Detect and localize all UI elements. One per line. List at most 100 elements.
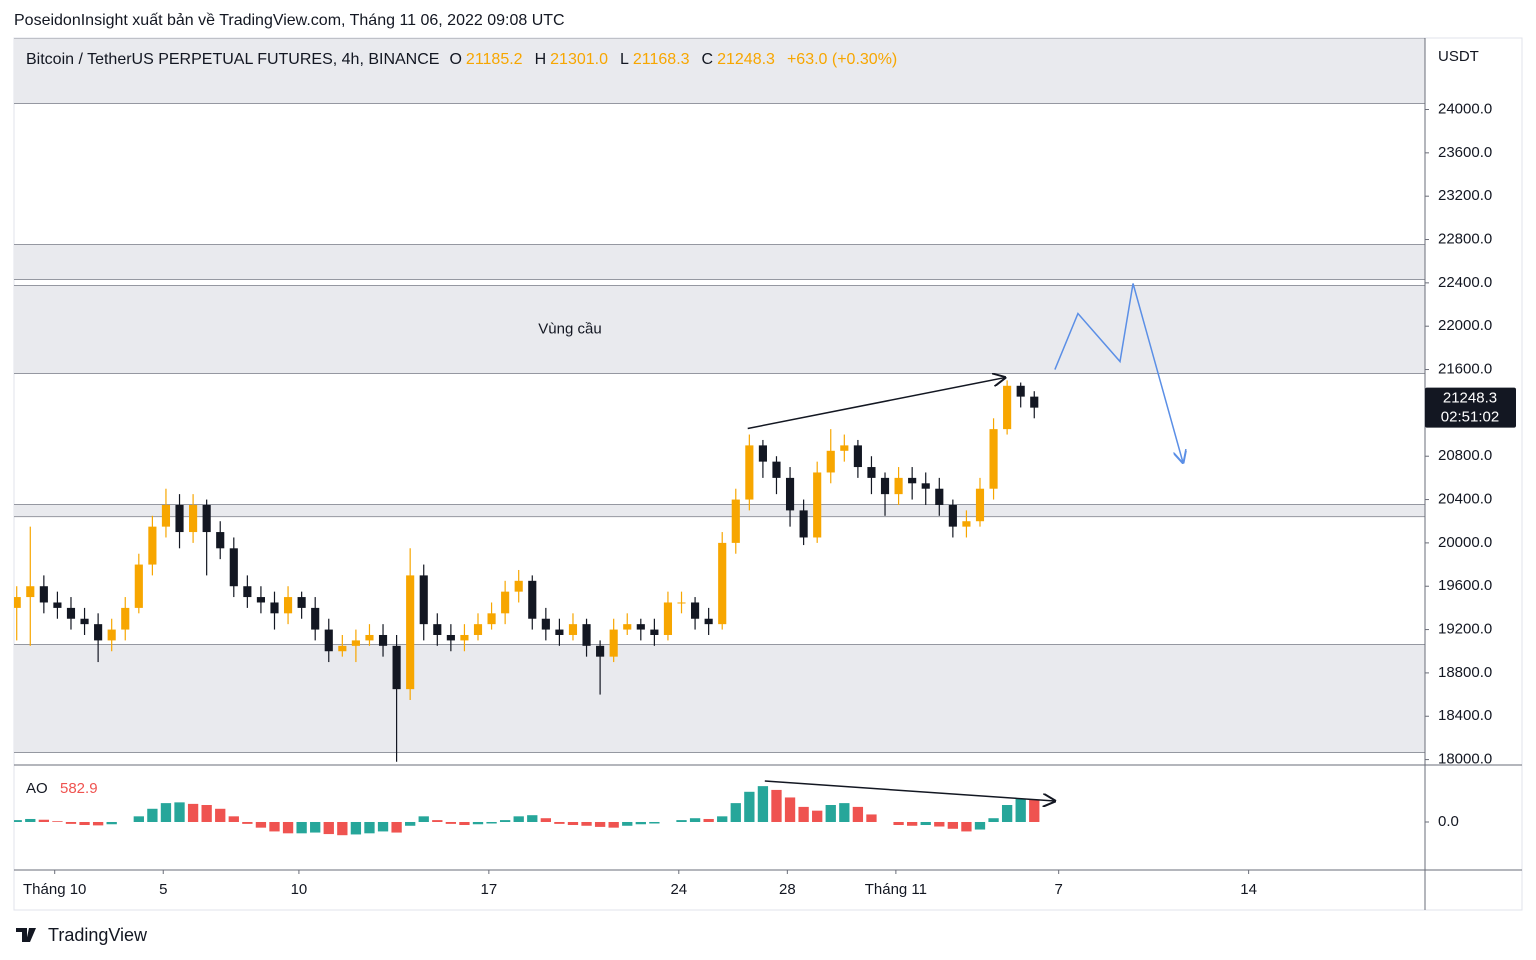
- ao-bar: [499, 820, 511, 822]
- y-tick-label: 0.0: [1438, 813, 1459, 830]
- candle-body: [826, 450, 835, 473]
- o-label: O: [449, 51, 462, 68]
- candle-body: [202, 504, 211, 533]
- ao-bar: [1029, 799, 1040, 822]
- ao-bar: [988, 818, 999, 822]
- l-label: L: [619, 51, 629, 68]
- ao-bar: [160, 803, 172, 822]
- y-tick-label: 20000.0: [1438, 534, 1492, 551]
- candle-body: [935, 488, 944, 505]
- candle-body: [338, 645, 347, 652]
- candle-body: [541, 618, 550, 630]
- h-label: H: [534, 51, 547, 68]
- candle-body: [80, 618, 89, 625]
- h-value: 21301.0: [550, 51, 608, 68]
- ao-bar: [812, 810, 823, 822]
- candle-body: [596, 645, 605, 657]
- candle-body: [121, 607, 130, 630]
- ao-bar: [744, 791, 755, 822]
- drawing: [747, 378, 1005, 430]
- x-tick-label: 24: [670, 881, 687, 898]
- candle-body: [718, 542, 727, 625]
- candle-body: [799, 510, 808, 538]
- c-value: 21248.3: [717, 51, 775, 68]
- y-tick-label: 18800.0: [1438, 664, 1492, 681]
- price-badge: [1425, 387, 1516, 428]
- candle-body: [216, 532, 225, 549]
- candle-body: [378, 634, 388, 646]
- x-tick-label: Tháng 10: [23, 881, 86, 898]
- zone: [14, 38, 1425, 104]
- ao-bar: [554, 821, 565, 824]
- ao-bar: [581, 821, 592, 826]
- ao-bar: [174, 802, 185, 822]
- ao-bar: [445, 821, 457, 824]
- ao-bar: [418, 816, 429, 822]
- candle-body: [406, 575, 415, 690]
- candle-body: [473, 624, 483, 635]
- y-tick-label: 21600.0: [1438, 361, 1492, 378]
- y-tick-label: 23600.0: [1438, 144, 1492, 161]
- ao-bar: [798, 806, 809, 822]
- logo: [16, 928, 36, 942]
- ao-bar: [784, 797, 796, 822]
- frame: [13, 37, 1523, 911]
- ao-bar: [689, 818, 701, 822]
- candle-body: [975, 488, 985, 522]
- candle-body: [283, 597, 293, 614]
- ao-bar: [594, 821, 606, 827]
- candle-body: [813, 472, 822, 538]
- zone: [14, 285, 1425, 374]
- ao-bar: [757, 786, 769, 822]
- ao-bar: [255, 821, 267, 828]
- candle-body: [731, 499, 740, 543]
- ao-bar: [38, 819, 50, 822]
- zone: [14, 504, 1425, 517]
- ao-bar: [608, 821, 619, 828]
- ao-bar: [282, 821, 294, 834]
- candle-body: [908, 477, 917, 484]
- y-tick-label: 22000.0: [1438, 317, 1492, 334]
- y-tick-label: 18000.0: [1438, 751, 1492, 768]
- ao-bar: [296, 821, 307, 834]
- ao-value: 582.9: [60, 780, 98, 797]
- ao-bar: [567, 821, 579, 826]
- c-label: C: [701, 51, 714, 68]
- candle-body: [26, 586, 35, 598]
- ao-bar: [228, 816, 239, 822]
- y-tick-label: 20400.0: [1438, 491, 1492, 508]
- y-tick-label: 22800.0: [1438, 230, 1492, 247]
- l-value: 21168.3: [632, 51, 690, 68]
- ao-bar: [52, 821, 63, 822]
- zone: [14, 644, 1425, 753]
- candle-body: [14, 597, 21, 608]
- candle-body: [1003, 385, 1012, 430]
- ao-bar: [323, 821, 334, 835]
- candle-body: [758, 445, 767, 462]
- candle-body: [555, 629, 564, 635]
- candle-body: [270, 602, 279, 614]
- candle-body: [446, 634, 455, 641]
- ao-bar: [527, 815, 538, 822]
- candle-body: [107, 629, 116, 641]
- brand: TradingView: [48, 925, 148, 945]
- ao-bar: [432, 820, 443, 822]
- ao-pane: [14, 786, 1040, 836]
- y-tick-label: 19200.0: [1438, 621, 1492, 638]
- ao-bar: [730, 803, 741, 822]
- ao-bar: [513, 816, 524, 822]
- ao-bar: [635, 821, 646, 825]
- ao-bar: [920, 821, 931, 826]
- y-tick-label: 24000.0: [1438, 100, 1492, 117]
- ao-bar: [934, 821, 945, 827]
- candle-body: [501, 591, 510, 614]
- ao-bar: [717, 816, 728, 822]
- candle-body: [691, 602, 700, 619]
- ao-bar: [622, 821, 633, 826]
- price-pane: Vùng cầu: [14, 38, 1425, 762]
- ao-bar: [649, 821, 660, 824]
- candle-body: [161, 504, 171, 527]
- candle-body: [663, 602, 673, 635]
- ao-bar: [147, 808, 158, 822]
